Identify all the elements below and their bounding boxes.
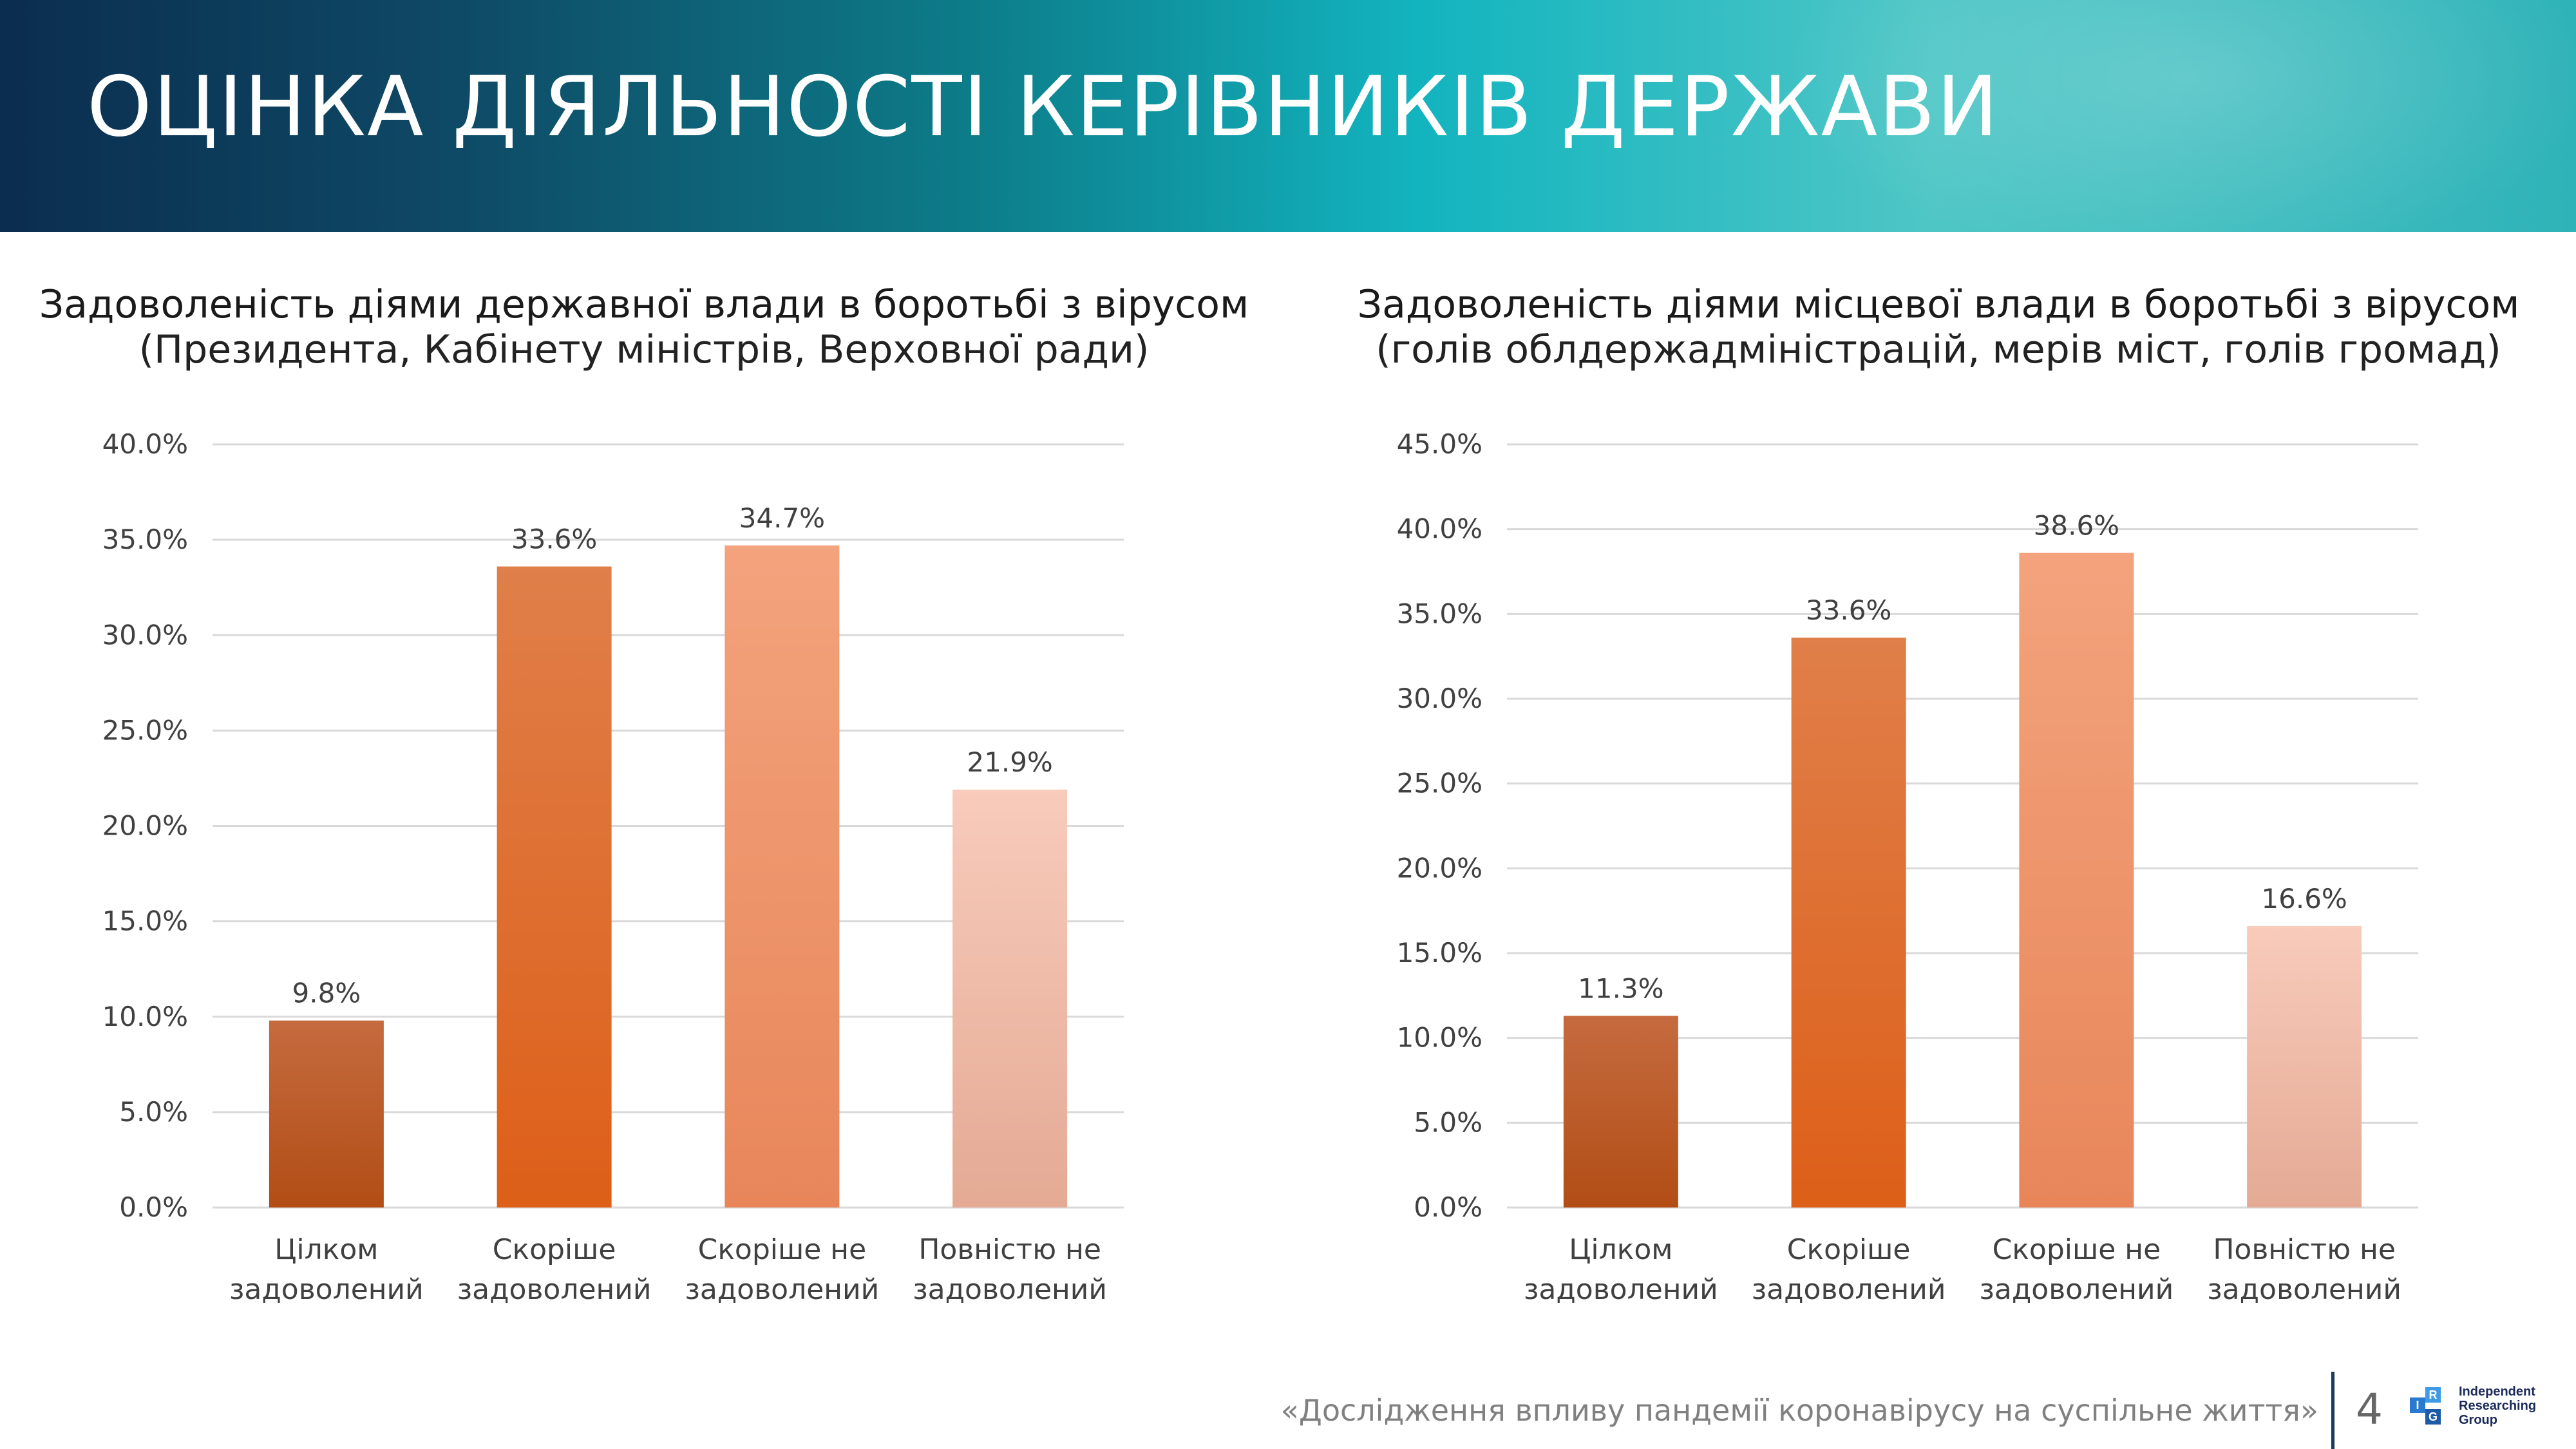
- bar: [1791, 638, 1906, 1208]
- x-category-label: Скоріше: [1787, 1233, 1911, 1266]
- footer-divider: [2331, 1372, 2334, 1449]
- irg-logo: I R G Independent Researching Group: [2409, 1385, 2550, 1436]
- y-tick-label: 25.0%: [102, 714, 188, 746]
- data-label: 33.6%: [511, 524, 597, 555]
- x-category-label: Скоріше не: [1993, 1233, 2161, 1266]
- y-tick-label: 40.0%: [102, 428, 188, 460]
- data-label: 16.6%: [2261, 883, 2347, 914]
- chart-local-authorities: Задоволеність діями місцевої влади в бор…: [1307, 270, 2570, 1378]
- x-category-label: Скоріше не: [698, 1233, 867, 1266]
- y-tick-label: 30.0%: [1397, 683, 1482, 714]
- x-category-label: задоволений: [229, 1273, 424, 1306]
- bar: [2247, 925, 2362, 1208]
- bar: [2019, 553, 2134, 1208]
- x-category-label: задоволений: [457, 1273, 652, 1306]
- y-tick-label: 0.0%: [1414, 1191, 1482, 1223]
- y-tick-label: 0.0%: [119, 1191, 188, 1223]
- logo-line: Researching: [2459, 1399, 2537, 1413]
- chart-title: Задоволеність діями місцевої влади в бор…: [1357, 282, 2520, 327]
- x-category-label: задоволений: [1524, 1273, 1718, 1306]
- y-tick-label: 5.0%: [119, 1096, 188, 1128]
- data-label: 11.3%: [1578, 972, 1663, 1004]
- y-tick-label: 30.0%: [102, 619, 188, 650]
- y-tick-label: 25.0%: [1397, 768, 1482, 799]
- x-category-label: задоволений: [913, 1273, 1107, 1306]
- bar-chart-local: 0.0% 5.0% 10.0% 15.0% 20.0% 25.0% 30.0% 35.0% 40…: [1397, 428, 2418, 1306]
- header-banner: ОЦІНКА ДІЯЛЬНОСТІ КЕРІВНИКІВ ДЕРЖАВИ: [0, 0, 2576, 232]
- logo-wordmark: Independent Researching Group: [2459, 1385, 2555, 1427]
- y-tick-label: 35.0%: [1397, 598, 1482, 629]
- x-category-label: Скоріше: [493, 1233, 616, 1266]
- logo-letter: G: [2429, 1410, 2438, 1423]
- bar: [1563, 1016, 1678, 1208]
- logo-letter: R: [2429, 1388, 2438, 1401]
- chart-state-authorities: Задоволеність діями державної влади в бо…: [13, 270, 1275, 1378]
- x-category-label: задоволений: [1980, 1273, 2174, 1306]
- page-number: 4: [2356, 1385, 2383, 1434]
- data-label: 34.7%: [739, 502, 825, 534]
- y-tick-label: 10.0%: [1397, 1022, 1482, 1054]
- chart-subtitle: (голів облдержадміністрацій, мерів міст,…: [1376, 327, 2501, 372]
- data-label: 21.9%: [967, 746, 1052, 778]
- page-title: ОЦІНКА ДІЯЛЬНОСТІ КЕРІВНИКІВ ДЕРЖАВИ: [87, 59, 2000, 155]
- chart-subtitle: (Президента, Кабінету міністрів, Верховн…: [138, 327, 1150, 372]
- chart-title: Задоволеність діями державної влади в бо…: [39, 282, 1249, 327]
- x-category-label: Цілком: [1569, 1233, 1672, 1266]
- y-tick-label: 20.0%: [1397, 852, 1482, 884]
- x-category-label: задоволений: [685, 1273, 880, 1306]
- y-tick-label: 45.0%: [1397, 428, 1482, 460]
- logo-line: Independent: [2459, 1385, 2535, 1399]
- y-tick-label: 10.0%: [102, 1001, 188, 1032]
- bar-chart-state: 0.0% 5.0% 10.0% 15.0% 20.0% 25.0% 30.0% 35.0% 40…: [102, 428, 1124, 1306]
- y-tick-label: 15.0%: [102, 905, 188, 937]
- data-label: 9.8%: [292, 978, 361, 1009]
- y-tick-label: 35.0%: [102, 524, 188, 555]
- bar: [724, 545, 840, 1208]
- bar: [952, 790, 1068, 1208]
- y-tick-label: 20.0%: [102, 810, 188, 842]
- x-category-label: Цілком: [274, 1233, 378, 1266]
- x-category-label: Повністю не: [2213, 1233, 2396, 1266]
- footer-study-title: «Дослідження впливу пандемії коронавірус…: [1280, 1393, 2318, 1428]
- x-category-label: Повністю не: [918, 1233, 1101, 1266]
- irg-logo-icon: I R G: [2410, 1387, 2441, 1425]
- y-tick-label: 15.0%: [1397, 937, 1482, 969]
- x-category-label: задоволений: [1752, 1273, 1946, 1306]
- y-tick-label: 5.0%: [1414, 1106, 1482, 1138]
- logo-line: Group: [2459, 1413, 2497, 1427]
- data-label: 38.6%: [2034, 510, 2119, 542]
- data-label: 33.6%: [1806, 594, 1891, 626]
- y-tick-label: 40.0%: [1397, 513, 1482, 545]
- bar: [269, 1020, 384, 1208]
- logo-letter: I: [2416, 1399, 2419, 1412]
- bar: [497, 566, 612, 1208]
- x-category-label: задоволений: [2207, 1273, 2401, 1306]
